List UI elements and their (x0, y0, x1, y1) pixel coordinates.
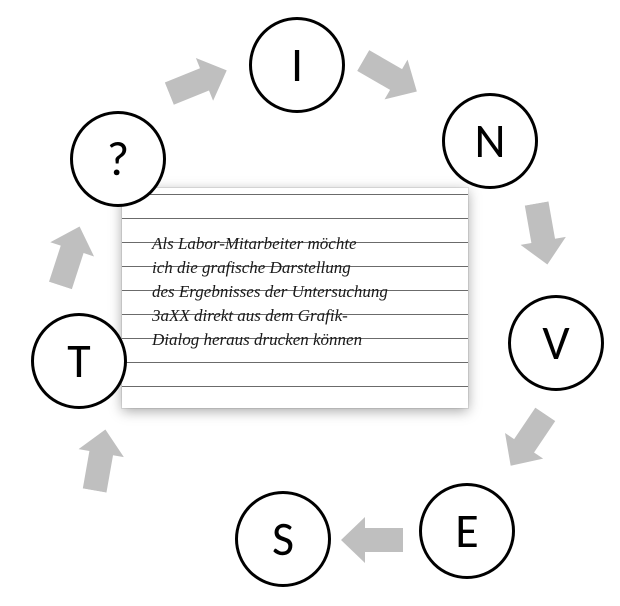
arrow-Q-I (161, 49, 236, 115)
node-label: ? (107, 135, 129, 183)
node-label: I (291, 41, 303, 89)
node-label: E (455, 507, 478, 555)
node-E: E (419, 483, 515, 579)
node-label: V (542, 319, 569, 367)
node-label: N (475, 117, 506, 165)
card-line: Dialog heraus drucken können (152, 328, 388, 352)
card-line: des Ergebnisses der Untersuchung (152, 280, 388, 304)
node-label: S (272, 515, 294, 563)
node-I: I (249, 17, 345, 113)
index-card: Als Labor-Mitarbeiter möchteich die graf… (122, 188, 468, 408)
node-T: T (31, 313, 127, 409)
arrow-E-S (341, 517, 403, 563)
arrow-V-E (492, 401, 565, 478)
card-line: 3aXX direkt aus dem Grafik- (152, 304, 388, 328)
arrow-S-T (72, 425, 128, 494)
node-label: T (67, 337, 90, 385)
card-line: Als Labor-Mitarbeiter möchte (152, 232, 388, 256)
node-N: N (442, 93, 538, 189)
node-Q: ? (70, 111, 166, 207)
node-S: S (235, 491, 331, 587)
cycle-diagram: Als Labor-Mitarbeiter möchteich die graf… (0, 0, 620, 606)
arrow-N-V (514, 199, 570, 268)
arrow-I-N (352, 41, 429, 112)
arrow-T-Q (39, 219, 102, 292)
card-line: ich die grafische Darstellung (152, 256, 388, 280)
node-V: V (508, 295, 604, 391)
index-card-text: Als Labor-Mitarbeiter möchteich die graf… (152, 232, 388, 352)
